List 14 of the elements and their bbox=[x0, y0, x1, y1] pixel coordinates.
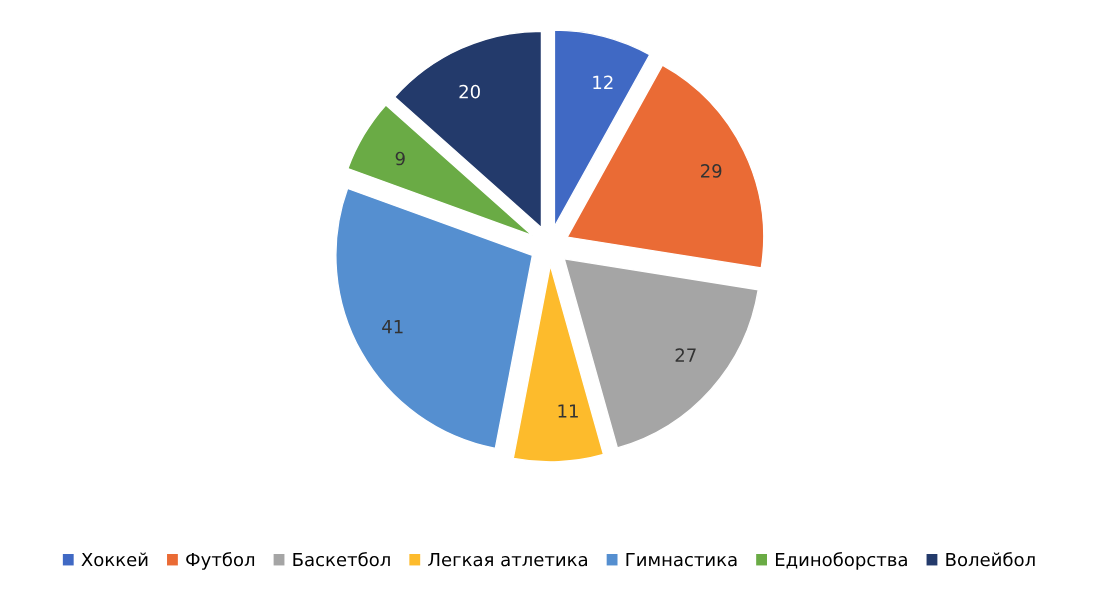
data-label: 27 bbox=[675, 348, 696, 362]
legend-label: Хоккей bbox=[81, 552, 148, 567]
data-label: 41 bbox=[382, 320, 403, 334]
data-label: 9 bbox=[395, 151, 405, 166]
data-label: 20 bbox=[459, 84, 480, 99]
legend-label: Легкая атлетика bbox=[428, 552, 587, 567]
legend-label: Волейбол bbox=[946, 552, 1035, 567]
data-label: 12 bbox=[593, 75, 613, 89]
legend-label: Футбол bbox=[186, 552, 255, 570]
legend-label: Баскетбол bbox=[293, 552, 390, 567]
data-label: 11 bbox=[558, 404, 578, 418]
legend-label: Единоборства bbox=[776, 552, 907, 570]
data-label: 29 bbox=[701, 164, 722, 178]
legend-label: Гимнастика bbox=[626, 552, 737, 567]
